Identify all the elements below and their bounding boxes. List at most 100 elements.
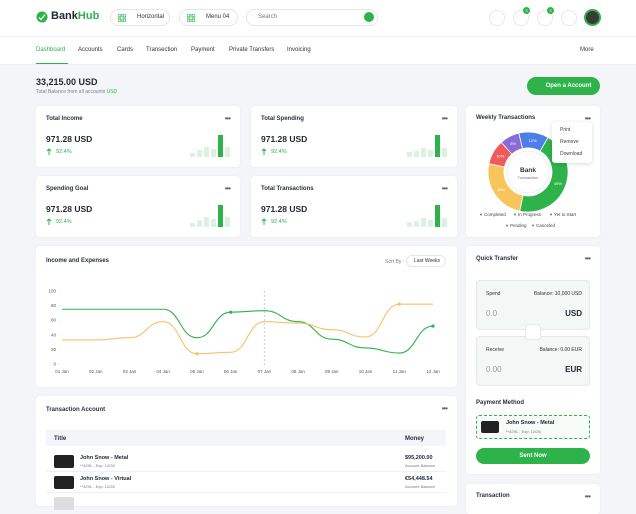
card-thumb xyxy=(54,497,74,510)
currency[interactable]: EUR xyxy=(565,365,582,374)
card-menu[interactable]: ••• xyxy=(584,114,591,123)
y-tick-label: 20 xyxy=(51,347,57,352)
menu-label: Menu 04 xyxy=(206,14,230,20)
grid-icon xyxy=(118,14,126,22)
stat-value: 971.28 USD xyxy=(261,134,308,144)
income-card: Income and Expenses Sort By : Last Weeks… xyxy=(36,246,457,387)
nav-item[interactable]: Invoicing xyxy=(287,47,311,53)
notifications[interactable]: 3 xyxy=(513,7,530,26)
nav-item[interactable]: Cards xyxy=(117,47,134,53)
amount-input[interactable]: 0.00 xyxy=(486,365,502,374)
layout-select[interactable]: Horizontal xyxy=(110,9,170,26)
mini-bar xyxy=(211,219,216,227)
x-tick-label: 11 Jan xyxy=(393,369,407,374)
swap-button[interactable] xyxy=(525,324,541,340)
transaction-account-card: Transaction Account ••• Title Money John… xyxy=(36,396,457,510)
payment-card[interactable]: John Snow - Metal **4291 - Exp: 12/26 xyxy=(476,415,590,439)
card-thumb xyxy=(54,476,74,489)
x-tick-label: 09 Jan xyxy=(325,369,339,374)
open-account-button[interactable]: Open a Account xyxy=(527,77,600,95)
card-image xyxy=(481,421,499,433)
legend-dot xyxy=(550,213,552,216)
menu-item[interactable]: Print xyxy=(560,127,571,133)
row-name: John Snow - Virtual xyxy=(80,476,132,482)
menu-select[interactable]: Menu 04 xyxy=(179,9,238,26)
stat-card: Total Spending ••• 971.28 USD 92.4% xyxy=(251,106,457,167)
row-caption: Account Balance xyxy=(405,463,436,468)
send-button[interactable]: Sent Now xyxy=(476,448,590,464)
menu-item[interactable]: Remove xyxy=(560,139,579,145)
transaction-card: Transaction ••• xyxy=(466,484,600,514)
logo[interactable]: BankHub xyxy=(51,10,99,22)
x-tick-label: 10 Jan xyxy=(359,369,373,374)
row-caption: Account Balance xyxy=(405,484,436,489)
mini-bar xyxy=(407,152,412,157)
donut-slice xyxy=(518,131,549,152)
stat-card: Total Income ••• 971.28 USD 92.4% xyxy=(36,106,240,167)
card-title: Spending Goal xyxy=(46,186,89,192)
balance-currency: USD xyxy=(106,89,118,95)
mini-bar xyxy=(435,135,440,157)
mini-bar xyxy=(204,147,209,157)
card-title: Total Transactions xyxy=(261,186,314,192)
search-box[interactable]: Search xyxy=(246,9,378,26)
logo-text-accent: Hub xyxy=(77,10,100,22)
box-balance: Balance: 0.00 EUR xyxy=(539,347,582,353)
header: BankHub Horizontal Menu 04 Search 3 3 xyxy=(0,0,636,37)
stat-change: 92.4% xyxy=(271,149,287,155)
mini-bar xyxy=(421,148,426,157)
mini-bar xyxy=(190,223,195,227)
card-menu[interactable]: ••• xyxy=(441,184,448,193)
card-menu[interactable]: ••• xyxy=(584,254,591,263)
card-title: Total Income xyxy=(46,116,83,122)
apps[interactable] xyxy=(561,10,577,26)
nav-item[interactable]: Transection xyxy=(146,47,178,53)
column-header: Money xyxy=(405,436,425,442)
search-button[interactable] xyxy=(364,12,374,22)
card-menu[interactable]: ••• xyxy=(441,114,448,123)
card-menu[interactable]: ••• xyxy=(224,114,231,123)
row-meta: **4291 - Exp: 12/26 xyxy=(80,484,115,489)
mini-bar xyxy=(218,205,223,227)
row-meta: **4291 - Exp: 12/26 xyxy=(80,463,115,468)
nav-item[interactable]: Payment xyxy=(191,47,215,53)
amount-input[interactable]: 0.0 xyxy=(486,309,498,318)
x-tick-label: 07 Jan xyxy=(258,369,272,374)
mini-bar xyxy=(428,150,433,157)
card-menu[interactable]: ••• xyxy=(584,492,591,501)
x-tick-label: 02 Jan xyxy=(89,369,103,374)
stat-change: 92.4% xyxy=(56,219,72,225)
slice-label: 45% xyxy=(554,181,562,186)
stat-card: Total Transactions ••• 971.28 USD 92.4% xyxy=(251,176,457,237)
y-tick-label: 40 xyxy=(51,332,57,337)
arrow-path xyxy=(261,148,267,155)
sort-select[interactable]: Last Weeks xyxy=(406,255,446,267)
card-menu[interactable]: ••• xyxy=(441,404,448,413)
nav-underline xyxy=(36,63,68,64)
quick-transfer-card: Quick Transfer ••• Spend Balance: 10,000… xyxy=(466,246,600,474)
badge: 3 xyxy=(547,7,554,14)
dropdown-menu: Print Remove Download xyxy=(552,122,592,163)
avatar[interactable] xyxy=(584,9,601,26)
mini-bar xyxy=(421,218,426,227)
legend-label: Pending xyxy=(510,223,527,228)
currency[interactable]: USD xyxy=(565,309,582,318)
arrow-path xyxy=(46,218,52,225)
nav-more[interactable]: More xyxy=(580,47,594,53)
nav-item[interactable]: Private Transfers xyxy=(229,47,275,53)
legend-dot xyxy=(480,213,482,216)
mini-bar xyxy=(225,147,230,157)
nav-item[interactable]: Dashboard xyxy=(36,47,66,53)
menu-item[interactable]: Download xyxy=(560,151,583,157)
row-divider xyxy=(46,492,446,493)
card-menu[interactable]: ••• xyxy=(224,184,231,193)
messages[interactable]: 3 xyxy=(537,7,554,26)
column-header: Title xyxy=(54,436,67,442)
nav-item[interactable]: Accounts xyxy=(78,47,103,53)
balance-caption-row: Total Balance from all accounts USD xyxy=(36,89,117,95)
chart-title: Income and Expenses xyxy=(46,258,110,264)
theme-toggle[interactable] xyxy=(489,10,505,26)
x-tick-label: 06 Jan xyxy=(224,369,238,374)
weekly-card: Weekly Transactions ••• 45% 25% 10% 8% 12% Ba… xyxy=(466,106,600,237)
mini-bar xyxy=(435,205,440,227)
